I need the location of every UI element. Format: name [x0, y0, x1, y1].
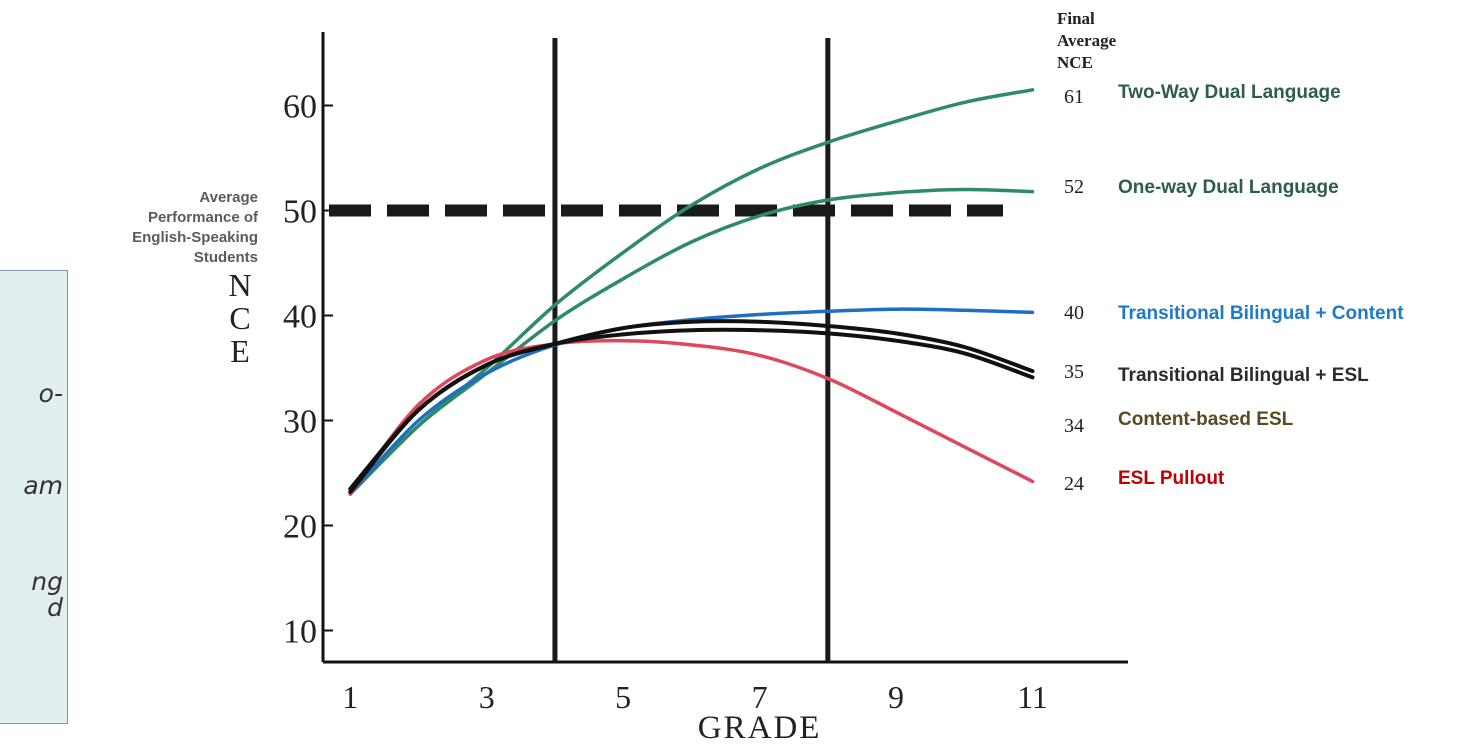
reference-label-line-1: Average Performance of [147, 189, 258, 226]
final-nce-header: NCE [1057, 53, 1093, 72]
side-note-line-3: ng [31, 567, 63, 596]
x-tick-label: 3 [479, 679, 495, 715]
x-tick-label: 9 [888, 679, 904, 715]
y-tick-label: 40 [283, 299, 317, 336]
reference-line-label: Average Performance of English-Speaking … [118, 188, 258, 268]
y-axis-label-char: C [229, 300, 250, 336]
series-legend-label: Transitional Bilingual + Content [1118, 303, 1404, 324]
series-legend-label: One-way Dual Language [1118, 177, 1339, 198]
x-axis-label: GRADE [698, 710, 822, 744]
side-note-line-4: d [47, 593, 63, 622]
final-nce-value: 35 [1064, 361, 1084, 383]
final-nce-header: Average [1057, 31, 1117, 50]
side-note-box: o- am ng d [0, 270, 68, 724]
final-nce-value: 52 [1064, 176, 1084, 198]
series-legend-label: Two-Way Dual Language [1118, 82, 1341, 103]
final-nce-value: 34 [1064, 415, 1084, 437]
side-note-line-2: am [23, 471, 63, 500]
series-line [348, 88, 1035, 496]
y-axis-label-char: E [230, 333, 250, 369]
y-tick-label: 30 [283, 404, 317, 441]
plot-layer [321, 32, 1128, 664]
final-nce-value: 24 [1064, 473, 1084, 495]
y-tick-label: 10 [283, 614, 317, 651]
x-tick-label: 11 [1017, 679, 1048, 715]
side-note-line-1: o- [38, 379, 63, 408]
series-legend-label: Content-based ESL [1118, 409, 1294, 430]
series-line [348, 187, 1035, 496]
final-nce-value: 40 [1064, 302, 1084, 324]
y-axis-label-char: N [228, 267, 251, 303]
series-line [348, 307, 1035, 496]
y-tick-label: 20 [283, 509, 317, 546]
final-nce-value: 61 [1064, 86, 1084, 108]
series-layer [348, 88, 1035, 496]
x-tick-label: 1 [342, 679, 358, 715]
y-tick-label: 60 [283, 89, 317, 126]
series-legend-label: ESL Pullout [1118, 468, 1225, 489]
y-tick-label: 50 [283, 194, 317, 231]
x-tick-label: 5 [615, 679, 631, 715]
series-line [348, 327, 1035, 494]
series-legend-label: Transitional Bilingual + ESL [1118, 365, 1369, 386]
x-tick-label: 7 [752, 679, 768, 715]
final-nce-header: Final [1057, 9, 1095, 28]
series-line [348, 338, 1035, 496]
reference-label-line-2: English-Speaking Students [132, 229, 258, 266]
